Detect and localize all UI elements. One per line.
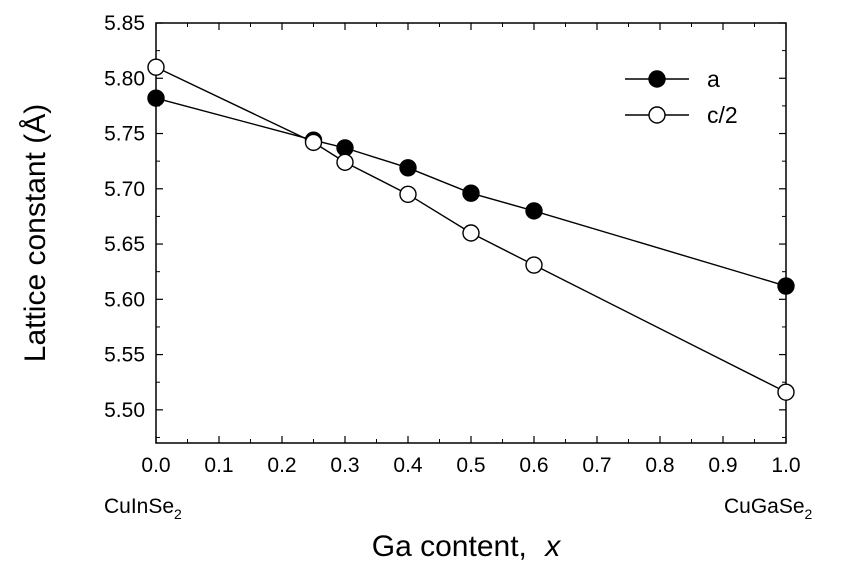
series-layer	[147, 58, 795, 401]
left-end-label: CuInSe2	[104, 495, 182, 522]
data-point-c2	[399, 185, 417, 204]
data-point-c2	[147, 58, 165, 76]
x-axis-title: Ga content, x	[372, 530, 561, 563]
x-tick-label: 0.6	[519, 454, 548, 477]
legend-marker-a	[648, 70, 666, 88]
y-tick-label: 5.55	[104, 344, 145, 367]
data-point-a	[147, 89, 165, 107]
data-point-c2	[462, 224, 480, 242]
x-axis-ticks: 0.0 0.1 0.2 0.3 0.4 0.5 0.6 0.7 0.8 0.9 1.0	[141, 23, 801, 477]
x-tick-label: 0.8	[645, 454, 674, 477]
right-end-label: CuGaSe2	[724, 495, 813, 522]
x-tick-label: 0.4	[393, 454, 423, 477]
y-tick-label: 5.80	[104, 67, 145, 90]
data-point-c2	[336, 153, 354, 171]
y-tick-label: 5.60	[104, 288, 145, 311]
x-axis-title-variable: x	[543, 530, 561, 563]
data-point-a	[462, 184, 480, 202]
x-tick-label: 0.7	[582, 454, 611, 477]
data-point-a	[399, 159, 417, 177]
legend-label-a: a	[707, 66, 720, 92]
legend-marker-c2	[648, 106, 666, 124]
y-tick-label: 5.75	[104, 123, 145, 146]
y-axis-ticks: 5.50 5.55 5.60 5.65 5.70 5.75 5.80 5.85	[104, 12, 786, 438]
y-axis-title: Lattice constant (Å)	[19, 104, 52, 362]
x-tick-label: 0.2	[267, 454, 296, 477]
data-point-c2	[777, 383, 795, 401]
x-tick-label: 0.0	[141, 454, 170, 477]
y-tick-label: 5.70	[104, 178, 145, 201]
data-point-c2	[304, 133, 323, 152]
legend: a c/2	[625, 66, 738, 128]
y-tick-label: 5.65	[104, 233, 145, 256]
data-point-c2	[525, 256, 543, 274]
x-tick-label: 0.3	[330, 454, 359, 477]
data-point-a	[336, 139, 354, 157]
y-tick-label: 5.85	[104, 12, 145, 35]
x-tick-label: 0.9	[708, 454, 737, 477]
x-tick-label: 1.0	[771, 454, 800, 477]
data-point-a	[777, 277, 795, 295]
y-tick-label: 5.50	[104, 399, 145, 422]
x-tick-label: 0.1	[204, 454, 233, 477]
x-axis-title-text: Ga content,	[372, 530, 527, 563]
legend-label-c2: c/2	[707, 102, 738, 128]
x-tick-label: 0.5	[456, 454, 485, 477]
data-point-a	[525, 202, 543, 220]
